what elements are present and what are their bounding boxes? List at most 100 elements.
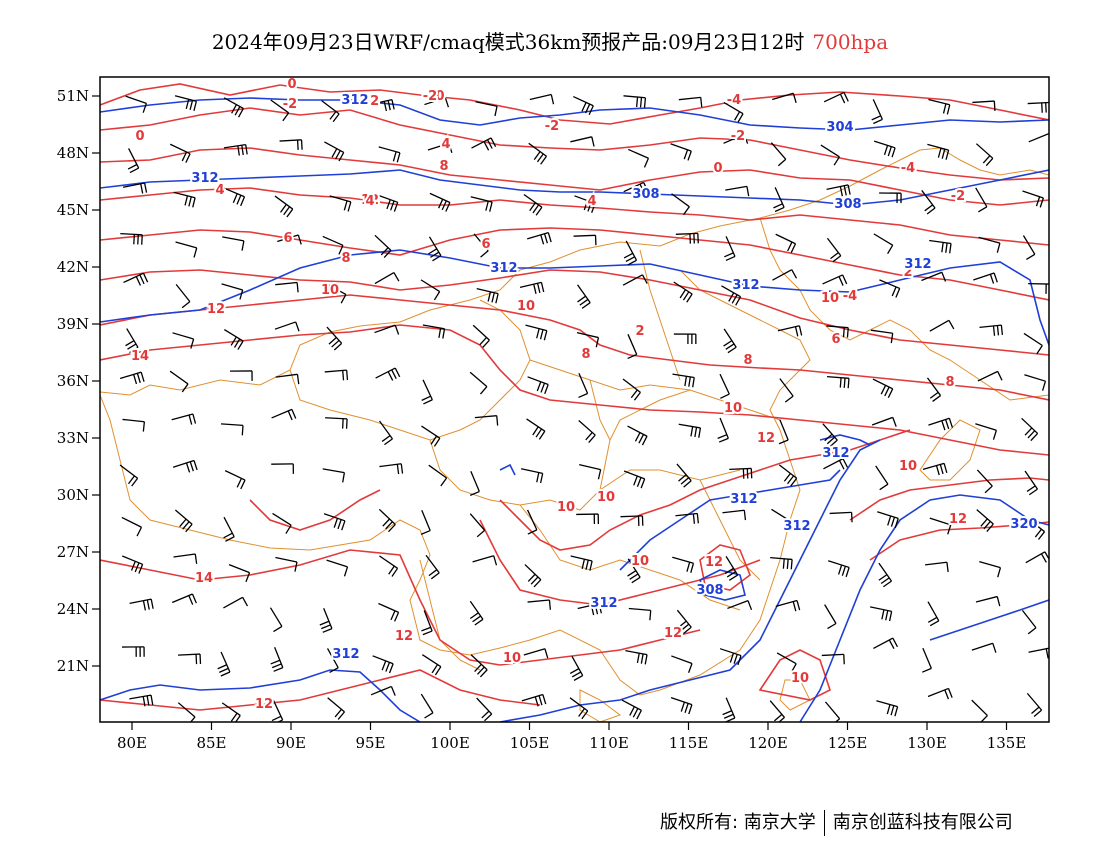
wind-barb xyxy=(171,413,197,425)
wind-barb xyxy=(475,101,498,117)
geopotential-label: 312 xyxy=(904,257,931,272)
lat-label: 48N xyxy=(57,144,89,162)
lon-label: 80E xyxy=(117,734,147,752)
wind-barb xyxy=(675,512,699,524)
wind-barb xyxy=(727,599,753,611)
wind-barb xyxy=(1024,374,1047,391)
wind-barb xyxy=(927,601,940,627)
wind-barb xyxy=(822,274,848,286)
temperature-label: 2 xyxy=(903,265,912,280)
wind-barb xyxy=(321,100,340,123)
wind-barb xyxy=(274,321,300,332)
wind-barb xyxy=(174,509,193,533)
wind-barb xyxy=(1021,417,1039,442)
wind-barb xyxy=(929,517,952,535)
temperature-label: 10 xyxy=(557,500,575,515)
temperature-label: 14 xyxy=(195,571,213,586)
wind-barb xyxy=(269,607,283,633)
wind-barb xyxy=(526,418,546,440)
wind-barb xyxy=(822,423,838,448)
wind-barb xyxy=(922,462,948,476)
wind-barb xyxy=(929,239,952,254)
geopotential-label: 312 xyxy=(590,596,617,611)
wind-barb xyxy=(327,697,346,720)
wind-barb xyxy=(928,417,954,431)
wind-barb xyxy=(775,233,797,253)
wind-barb xyxy=(275,373,300,385)
wind-barb xyxy=(929,319,955,332)
wind-barb xyxy=(779,378,794,403)
wind-barb xyxy=(224,470,246,490)
temperature-label: 12 xyxy=(664,626,682,641)
wind-barb xyxy=(472,555,498,566)
temperature-label: 10 xyxy=(517,299,535,314)
wind-barb xyxy=(326,283,347,304)
temperature-label: 14 xyxy=(131,349,149,364)
wind-barb xyxy=(474,415,499,426)
temperature-label: 10 xyxy=(631,554,649,569)
wind-barb xyxy=(521,468,544,484)
lon-label: 105E xyxy=(510,734,550,752)
wind-barb xyxy=(577,602,602,616)
wind-barb xyxy=(719,373,730,399)
temperature-label: 12 xyxy=(255,697,273,712)
wind-barb xyxy=(622,378,641,401)
wind-barb xyxy=(820,144,840,166)
lat-label: 30N xyxy=(57,486,89,504)
geopotential-label: 308 xyxy=(632,187,659,202)
wind-barb xyxy=(428,464,448,487)
wind-barb xyxy=(422,324,446,339)
wind-barb xyxy=(324,369,349,381)
wind-barb xyxy=(472,324,490,348)
lat-label: 51N xyxy=(57,87,89,105)
temperature-contour xyxy=(758,649,831,701)
title-text: 2024年09月23日WRF/cmaq模式36km预报产品:09月23日12时 xyxy=(211,30,805,54)
wind-barb xyxy=(119,371,145,385)
wind-barb xyxy=(469,471,480,496)
temperature-label: -2 xyxy=(731,129,745,144)
wind-barb xyxy=(370,685,396,696)
wind-barb xyxy=(223,143,248,156)
wind-barb xyxy=(719,648,742,666)
temperature-contour xyxy=(100,294,1049,401)
wind-barb xyxy=(1025,551,1049,564)
border-line xyxy=(919,419,981,481)
wind-barb xyxy=(277,234,302,245)
geopotential-contour xyxy=(100,669,421,722)
geopotential-contour xyxy=(699,569,746,601)
wind-barb xyxy=(325,417,348,429)
wind-barb xyxy=(973,272,998,284)
border-lines xyxy=(100,147,1049,722)
wind-barb xyxy=(326,559,349,577)
wind-barb xyxy=(275,556,298,572)
wind-barb xyxy=(671,655,693,673)
geopotential-label: 320 xyxy=(1010,517,1037,532)
wind-barb xyxy=(722,509,747,521)
wind-barb xyxy=(379,555,399,577)
temperature-contour xyxy=(249,489,381,531)
temperature-label: -2 xyxy=(365,94,379,109)
wind-barb xyxy=(927,687,953,700)
wind-barb xyxy=(476,697,493,722)
temperature-contour xyxy=(100,549,701,666)
wind-barb xyxy=(975,143,994,167)
wind-barb xyxy=(169,143,191,163)
geopotential-contour xyxy=(100,169,1049,206)
wind-barb xyxy=(826,184,851,197)
temperature-label: 6 xyxy=(831,332,840,347)
footer-separator xyxy=(823,810,825,836)
temperature-label: 12 xyxy=(949,512,967,527)
wind-barb xyxy=(470,654,488,678)
wind-barb xyxy=(319,607,333,633)
lon-label: 135E xyxy=(987,734,1027,752)
wind-barb xyxy=(129,598,154,611)
pressure-level-label: 700hpa xyxy=(812,30,889,54)
lon-label: 125E xyxy=(828,734,868,752)
temperature-label: -4 xyxy=(901,161,915,176)
lon-label: 110E xyxy=(589,734,629,752)
wind-barb xyxy=(926,377,942,402)
wind-barb xyxy=(177,702,196,722)
temperature-contour xyxy=(869,521,1049,561)
temperature-label: 10 xyxy=(821,291,839,306)
wind-barb xyxy=(723,328,737,354)
